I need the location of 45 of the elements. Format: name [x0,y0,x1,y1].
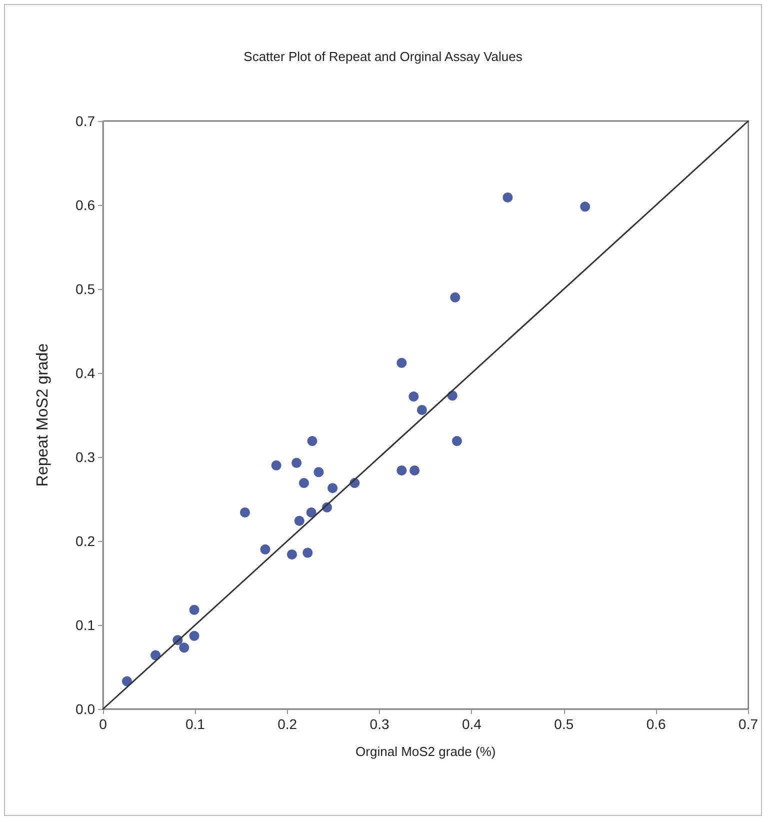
point [314,467,324,478]
point [410,465,420,476]
point [292,458,302,468]
point [179,642,190,653]
y-axis-title: Repeat MoS2 grade [34,343,52,487]
y-tick-label: 0.2 [76,533,96,549]
point [298,478,309,488]
y-tick-label: 0.3 [76,449,96,465]
point [294,516,304,526]
point [408,392,419,402]
point [328,483,338,494]
point [502,192,513,202]
x-tick-label: 0.7 [738,716,758,732]
point [189,604,200,615]
y-tick-label: 0.6 [76,197,96,213]
x-tick-label: 0.5 [554,716,574,732]
point [450,292,460,302]
point [150,650,161,660]
x-tick-label: 0.1 [185,716,206,732]
point [396,358,407,368]
y-tick-label: 0.5 [76,281,96,297]
point [452,436,462,446]
x-tick-label: 0 [99,716,108,732]
x-axis-title: Orginal MoS2 grade (%) [356,744,496,759]
point [396,465,407,476]
y-tick-label: 0.1 [76,617,96,633]
point [240,507,250,518]
point [260,544,270,554]
x-tick-label: 0.2 [278,716,298,732]
point [416,404,427,415]
y-tick-label: 0.0 [76,701,96,717]
point [580,202,590,212]
x-tick-label: 0.3 [370,716,390,732]
y-tick-label: 0.7 [76,113,96,129]
chart-title: Scatter Plot of Repeat and Orginal Assay Values [244,49,523,64]
point [302,548,313,558]
point [307,436,318,446]
x-tick-label: 0.6 [646,716,666,732]
x-tick-label: 0.4 [462,716,482,732]
point [122,676,132,686]
y-tick-label: 0.4 [76,365,96,381]
point [271,460,282,470]
point [306,507,316,518]
point [189,630,200,641]
point [286,549,297,560]
